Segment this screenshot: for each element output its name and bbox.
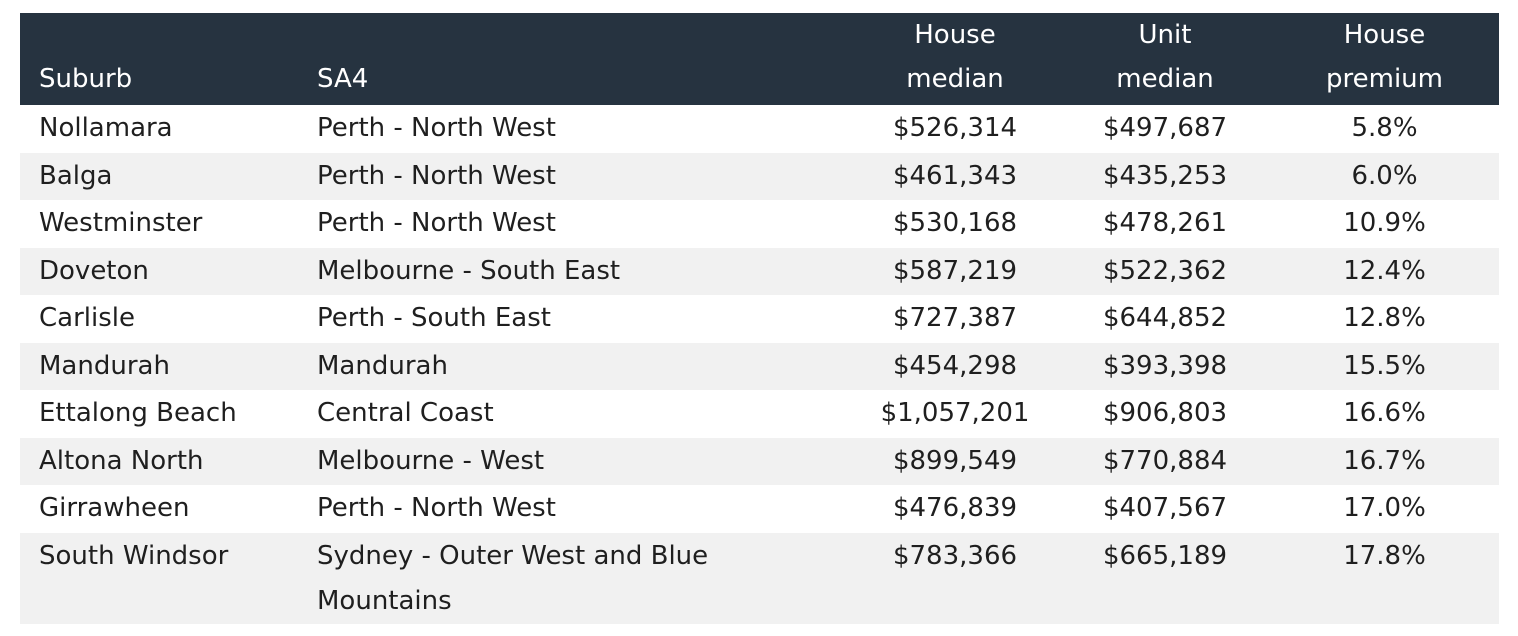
- cell-unit-median: $407,567: [1102, 493, 1228, 523]
- cell-suburb: Girrawheen: [39, 493, 190, 523]
- cell-house-median: $587,219: [892, 255, 1018, 286]
- cell-house-median: $783,366: [892, 540, 1018, 571]
- table-body: Nollamara Perth - North West $526,314 $497,…: [20, 105, 1499, 624]
- cell-suburb: Ettalong Beach: [39, 398, 237, 428]
- cell-sa4: Perth - North West: [317, 208, 556, 238]
- cell-sa4: Perth - North West: [317, 160, 556, 191]
- cell-house-premium: 6.0%: [1351, 160, 1418, 191]
- cell-unit-median: $393,398: [1102, 350, 1228, 381]
- table-row: Balga Perth - North West $461,343 $435,253 6…: [20, 152, 1499, 200]
- header-unit-median: Unit median: [1116, 20, 1214, 94]
- house-premium-table: Suburb SA4 House median Unit median Hous…: [20, 13, 1499, 624]
- cell-sa4: Perth - South East: [317, 303, 551, 333]
- table-row: Nollamara Perth - North West $526,314 $497,…: [20, 105, 1499, 153]
- table-row: Carlisle Perth - South East $727,387 $644,8…: [20, 295, 1499, 343]
- cell-house-median: $526,314: [892, 113, 1018, 143]
- cell-house-premium: 12.4%: [1343, 255, 1426, 286]
- cell-suburb: Balga: [39, 160, 113, 191]
- header-house-median: House median: [906, 20, 1004, 94]
- cell-house-median: $530,168: [892, 208, 1018, 238]
- cell-suburb: South Windsor: [39, 540, 229, 571]
- header-sa4: SA4: [317, 64, 369, 94]
- cell-unit-median: $522,362: [1102, 255, 1228, 286]
- header-suburb: Suburb: [39, 64, 133, 94]
- cell-suburb: Mandurah: [39, 350, 170, 381]
- cell-house-premium: 16.6%: [1343, 398, 1426, 428]
- cell-sa4: Perth - North West: [317, 493, 556, 523]
- table-row: Girrawheen Perth - North West $476,839 $407…: [20, 485, 1499, 533]
- cell-house-median: $476,839: [892, 493, 1018, 523]
- cell-unit-median: $497,687: [1102, 113, 1228, 143]
- cell-suburb: Altona North: [39, 445, 204, 476]
- table-row: Mandurah Mandurah $454,298 $393,398 15.5%: [20, 342, 1499, 390]
- cell-suburb: Carlisle: [39, 303, 135, 333]
- table-row: Westminster Perth - North West $530,168 $47…: [20, 200, 1499, 248]
- cell-sa4: Sydney - Outer West and Blue Mountains: [317, 540, 709, 616]
- cell-house-median: $899,549: [892, 445, 1018, 476]
- table-row: Altona North Melbourne - West $899,549 $770…: [20, 437, 1499, 485]
- cell-unit-median: $906,803: [1102, 398, 1228, 428]
- table-header: Suburb SA4 House median Unit median Hous…: [20, 13, 1499, 105]
- cell-suburb: Nollamara: [39, 113, 173, 143]
- cell-house-premium: 17.8%: [1343, 540, 1426, 571]
- cell-sa4: Mandurah: [317, 350, 448, 381]
- cell-unit-median: $644,852: [1102, 303, 1228, 333]
- cell-house-premium: 10.9%: [1343, 208, 1426, 238]
- cell-house-premium: 12.8%: [1343, 303, 1426, 333]
- cell-unit-median: $665,189: [1102, 540, 1228, 571]
- data-table-container: Suburb SA4 House median Unit median Hous…: [20, 13, 1499, 624]
- cell-house-median: $454,298: [892, 350, 1018, 381]
- table-row: Ettalong Beach Central Coast $1,057,201 $90…: [20, 390, 1499, 438]
- cell-suburb: Westminster: [39, 208, 203, 238]
- cell-unit-median: $770,884: [1102, 445, 1228, 476]
- cell-house-premium: 16.7%: [1343, 445, 1426, 476]
- cell-sa4: Central Coast: [317, 398, 494, 428]
- cell-unit-median: $435,253: [1102, 160, 1228, 191]
- cell-sa4: Melbourne - South East: [317, 255, 621, 286]
- header-row: Suburb SA4 House median Unit median Hous…: [20, 13, 1499, 105]
- cell-house-median: $1,057,201: [880, 398, 1030, 428]
- header-house-premium: House premium: [1326, 20, 1443, 94]
- table-row: Doveton Melbourne - South East $587,219 $52…: [20, 247, 1499, 295]
- cell-sa4: Melbourne - West: [317, 445, 545, 476]
- cell-house-premium: 17.0%: [1343, 493, 1426, 523]
- cell-unit-median: $478,261: [1102, 208, 1228, 238]
- cell-house-median: $727,387: [892, 303, 1018, 333]
- table-row: South Windsor Sydney - Outer West and Blu…: [20, 532, 1499, 624]
- cell-house-premium: 15.5%: [1343, 350, 1426, 381]
- cell-sa4: Perth - North West: [317, 113, 556, 143]
- cell-house-median: $461,343: [892, 160, 1018, 191]
- cell-house-premium: 5.8%: [1351, 113, 1418, 143]
- cell-suburb: Doveton: [39, 255, 149, 286]
